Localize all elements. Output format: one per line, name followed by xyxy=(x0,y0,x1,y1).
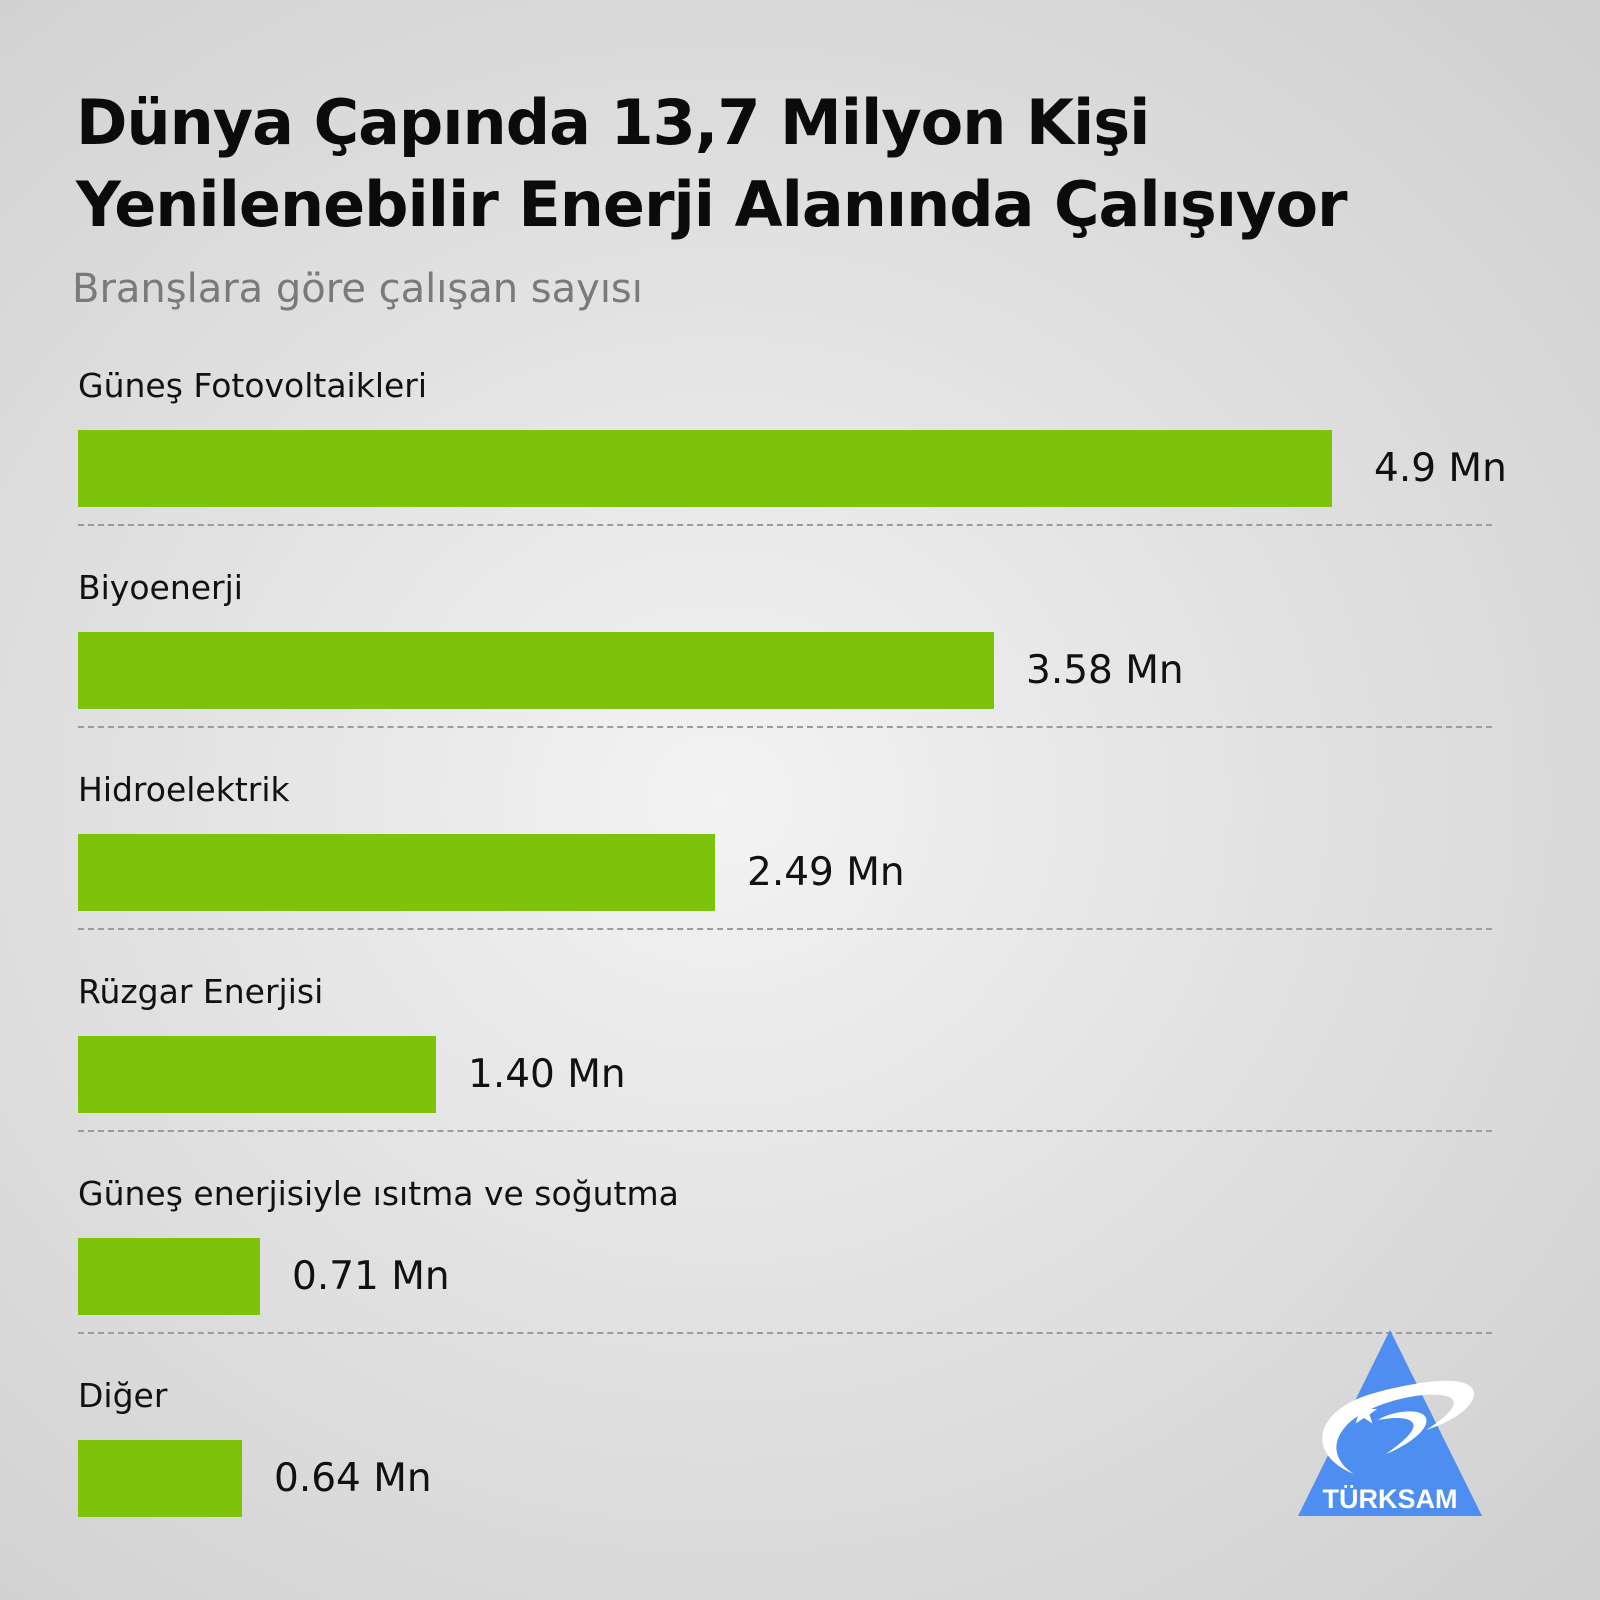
category-label: Hidroelektrik xyxy=(78,770,290,809)
value-label: 0.71 Mn xyxy=(292,1254,450,1299)
chart-title-line-1: Dünya Çapında 13,7 Milyon Kişi xyxy=(76,86,1150,159)
value-label: 2.49 Mn xyxy=(747,850,905,895)
value-label: 0.64 Mn xyxy=(274,1456,432,1501)
chart-title-line-2: Yenilenebilir Enerji Alanında Çalışıyor xyxy=(76,168,1348,241)
turksam-logo: TÜRKSAM xyxy=(1298,1330,1482,1516)
value-label: 1.40 Mn xyxy=(468,1052,626,1097)
row-divider xyxy=(78,928,1492,930)
category-label: Rüzgar Enerjisi xyxy=(78,972,324,1011)
bar xyxy=(78,430,1332,507)
row-divider xyxy=(78,524,1492,526)
chart-subtitle: Branşlara göre çalışan sayısı xyxy=(72,266,643,312)
row-divider xyxy=(78,1332,1492,1334)
bar xyxy=(78,1238,260,1315)
bar xyxy=(78,1036,436,1113)
logo-swoosh-icon xyxy=(1322,1380,1475,1474)
logo-text: TÜRKSAM xyxy=(1323,1484,1458,1514)
row-divider xyxy=(78,726,1492,728)
bar xyxy=(78,834,715,911)
value-label: 4.9 Mn xyxy=(1374,446,1507,491)
category-label: Biyoenerji xyxy=(78,568,243,607)
chart-title: Dünya Çapında 13,7 Milyon Kişi Yenileneb… xyxy=(76,82,1516,246)
logo-star-icon xyxy=(1351,1400,1377,1424)
logo-inner-swoosh-icon xyxy=(1378,1411,1427,1454)
value-label: 3.58 Mn xyxy=(1026,648,1184,693)
category-label: Diğer xyxy=(78,1376,168,1415)
category-label: Güneş Fotovoltaikleri xyxy=(78,366,428,405)
category-label: Güneş enerjisiyle ısıtma ve soğutma xyxy=(78,1174,679,1213)
logo-triangle xyxy=(1298,1330,1482,1516)
bar xyxy=(78,1440,242,1517)
row-divider xyxy=(78,1130,1492,1132)
bar xyxy=(78,632,994,709)
